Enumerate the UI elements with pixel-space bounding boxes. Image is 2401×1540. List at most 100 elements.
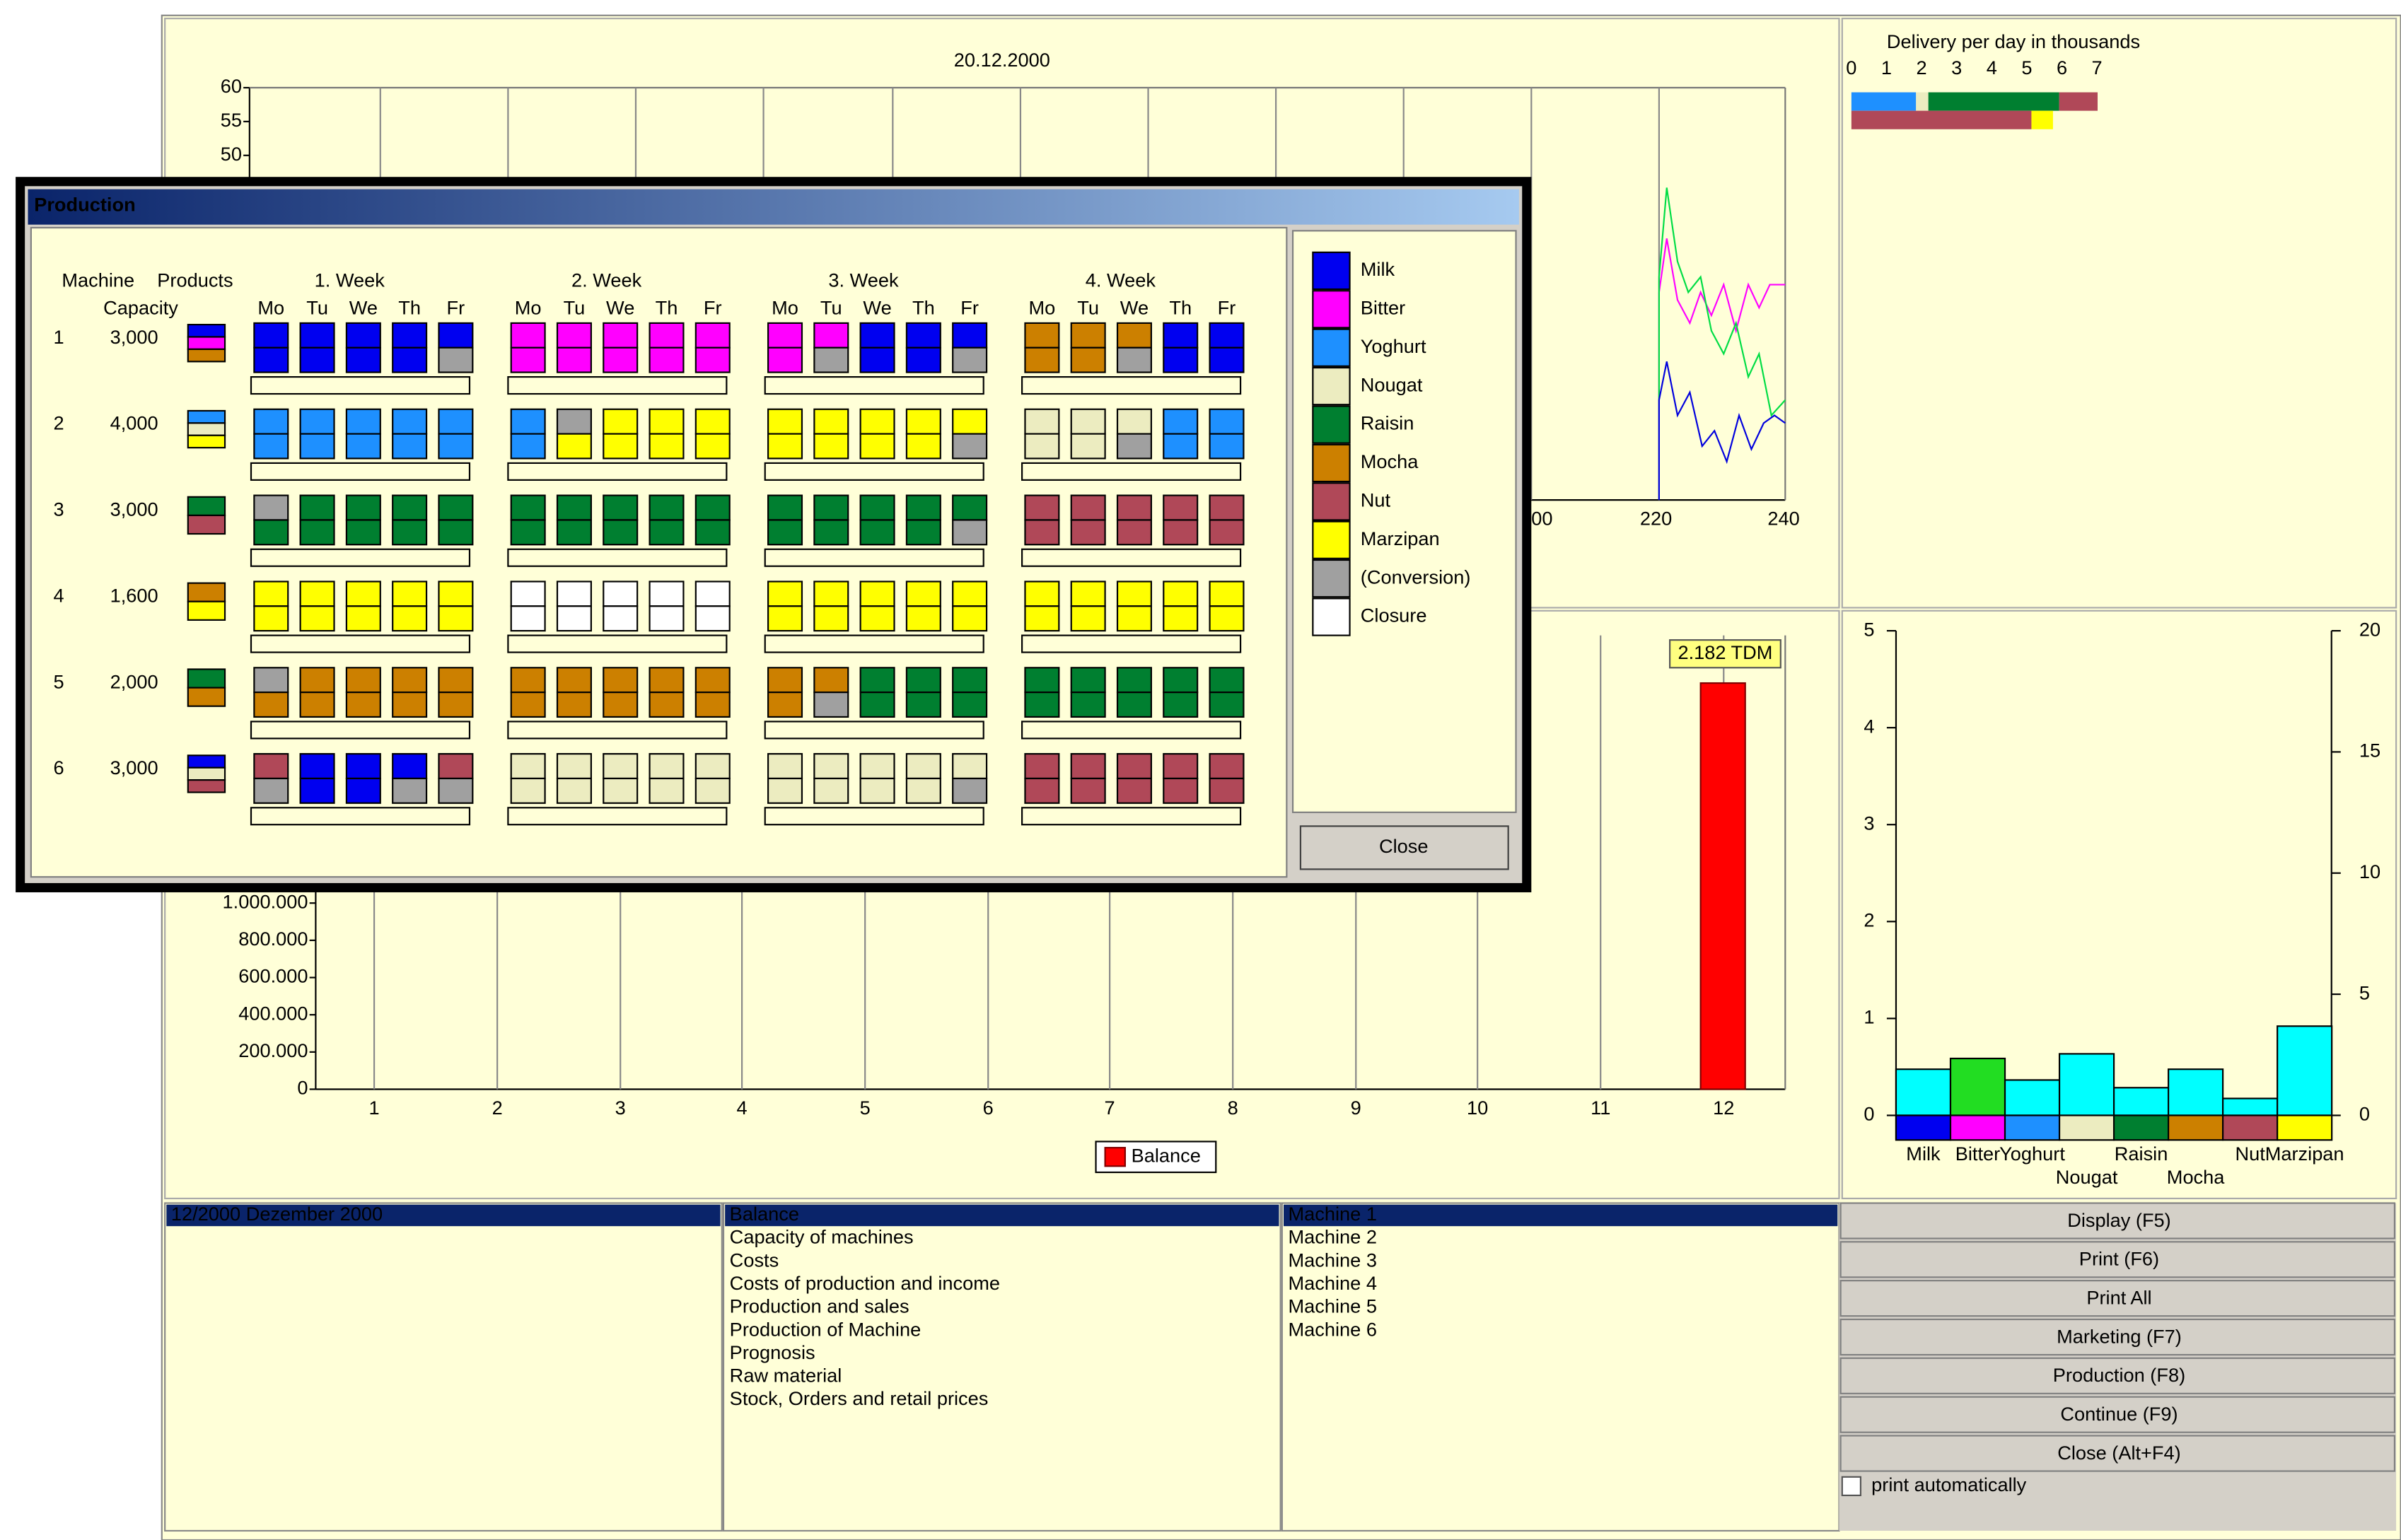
week-bar xyxy=(764,634,984,653)
cell-top xyxy=(392,322,428,349)
cell-bottom xyxy=(603,605,639,632)
cell-top xyxy=(1163,322,1199,349)
delivery-tick: 1 xyxy=(1881,57,1892,78)
product-icon xyxy=(187,779,226,793)
cell-bottom xyxy=(905,433,941,460)
cell-bottom xyxy=(649,605,685,632)
cell-bottom xyxy=(253,433,289,460)
legend-label: Yoghurt xyxy=(1361,335,1426,357)
machine-capacity: 1,600 xyxy=(110,584,158,606)
cell-bottom xyxy=(510,519,546,546)
cell-top xyxy=(905,408,941,435)
x-tick-label: Marzipan xyxy=(2265,1143,2344,1165)
button[interactable] xyxy=(1839,1202,2396,1239)
product-icon xyxy=(187,348,226,363)
x-tick-label: 10 xyxy=(1467,1097,1488,1119)
cell-top xyxy=(767,408,803,435)
close-button[interactable] xyxy=(1299,825,1509,870)
cell-bottom xyxy=(392,777,428,804)
machine-capacity: 3,000 xyxy=(110,757,158,778)
cell-top xyxy=(510,322,546,349)
legend-label: Nut xyxy=(1361,489,1391,511)
legend-label: Raisin xyxy=(1361,412,1414,434)
button[interactable] xyxy=(1839,1435,2396,1472)
list-item: Machine 6 xyxy=(1289,1318,1377,1340)
bar xyxy=(2168,1114,2224,1141)
legend-label: Balance xyxy=(1132,1144,1201,1166)
cell-top xyxy=(253,408,289,435)
cell-top xyxy=(392,408,428,435)
cell-top xyxy=(438,753,474,780)
machine-capacity: 2,000 xyxy=(110,670,158,692)
cell-bottom xyxy=(1070,433,1106,460)
cell-bottom xyxy=(253,605,289,632)
cell-bottom xyxy=(1116,692,1152,718)
cell-bottom xyxy=(1209,777,1245,804)
button[interactable] xyxy=(1839,1280,2396,1317)
cell-bottom xyxy=(253,777,289,804)
cell-bottom xyxy=(859,777,895,804)
cell-bottom xyxy=(299,605,335,632)
list-item: Costs of production and income xyxy=(730,1272,1000,1294)
machine-capacity: 4,000 xyxy=(110,412,158,434)
cell-bottom xyxy=(1070,777,1106,804)
button[interactable] xyxy=(1839,1357,2396,1394)
x-tick-label: 220 xyxy=(1640,508,1672,530)
legend-label: Closure xyxy=(1361,605,1427,626)
checkbox[interactable] xyxy=(1841,1476,1862,1496)
cell-bottom xyxy=(1209,346,1245,373)
cell-bottom xyxy=(556,777,592,804)
cell-bottom xyxy=(603,346,639,373)
cell-bottom xyxy=(649,777,685,804)
cell-top xyxy=(556,408,592,435)
close-label: Close xyxy=(1379,835,1429,857)
annotation-box xyxy=(1669,639,1781,669)
header: Capacity xyxy=(103,297,178,319)
cell-bottom xyxy=(767,346,803,373)
day-label: Fr xyxy=(704,297,722,319)
button-label: Print All xyxy=(2086,1286,2151,1308)
cell-top xyxy=(510,408,546,435)
cell-bottom xyxy=(438,605,474,632)
day-label: Fr xyxy=(1218,297,1236,319)
line-series xyxy=(1658,361,1786,501)
cell-bottom xyxy=(345,605,381,632)
x-tick-label: 12 xyxy=(1713,1097,1734,1119)
cell-top xyxy=(859,667,895,694)
button-label: Production (F8) xyxy=(2053,1364,2185,1386)
cell-top xyxy=(859,322,895,349)
cell-top xyxy=(1070,581,1106,607)
button[interactable] xyxy=(1839,1241,2396,1278)
week-bar xyxy=(764,548,984,567)
day-label: Tu xyxy=(564,297,586,319)
bar xyxy=(2004,1114,2061,1141)
cell-top xyxy=(603,667,639,694)
week-label: 1. Week xyxy=(315,269,385,291)
cell-bottom xyxy=(1163,519,1199,546)
button[interactable] xyxy=(1839,1318,2396,1356)
cell-top xyxy=(767,494,803,521)
cell-top xyxy=(392,667,428,694)
y-tick-label: 2 xyxy=(1864,909,1874,931)
button[interactable] xyxy=(1839,1396,2396,1433)
y-tick-label: 200.000 xyxy=(238,1039,308,1061)
cell-bottom xyxy=(859,605,895,632)
cell-bottom xyxy=(345,346,381,373)
delivery-bar xyxy=(1928,92,2059,111)
cell-bottom xyxy=(1116,346,1152,373)
product-icon xyxy=(187,422,226,436)
cell-bottom xyxy=(603,692,639,718)
cell-bottom xyxy=(556,346,592,373)
delivery-bar xyxy=(1851,92,1917,111)
x-tick-label: 6 xyxy=(983,1097,994,1119)
cell-top xyxy=(767,581,803,607)
cell-top xyxy=(345,408,381,435)
cell-bottom xyxy=(299,519,335,546)
cell-bottom xyxy=(1116,605,1152,632)
cell-bottom xyxy=(1116,519,1152,546)
cell-top xyxy=(905,667,941,694)
legend-label: Marzipan xyxy=(1361,527,1440,549)
cell-top xyxy=(438,408,474,435)
cell-top xyxy=(253,581,289,607)
